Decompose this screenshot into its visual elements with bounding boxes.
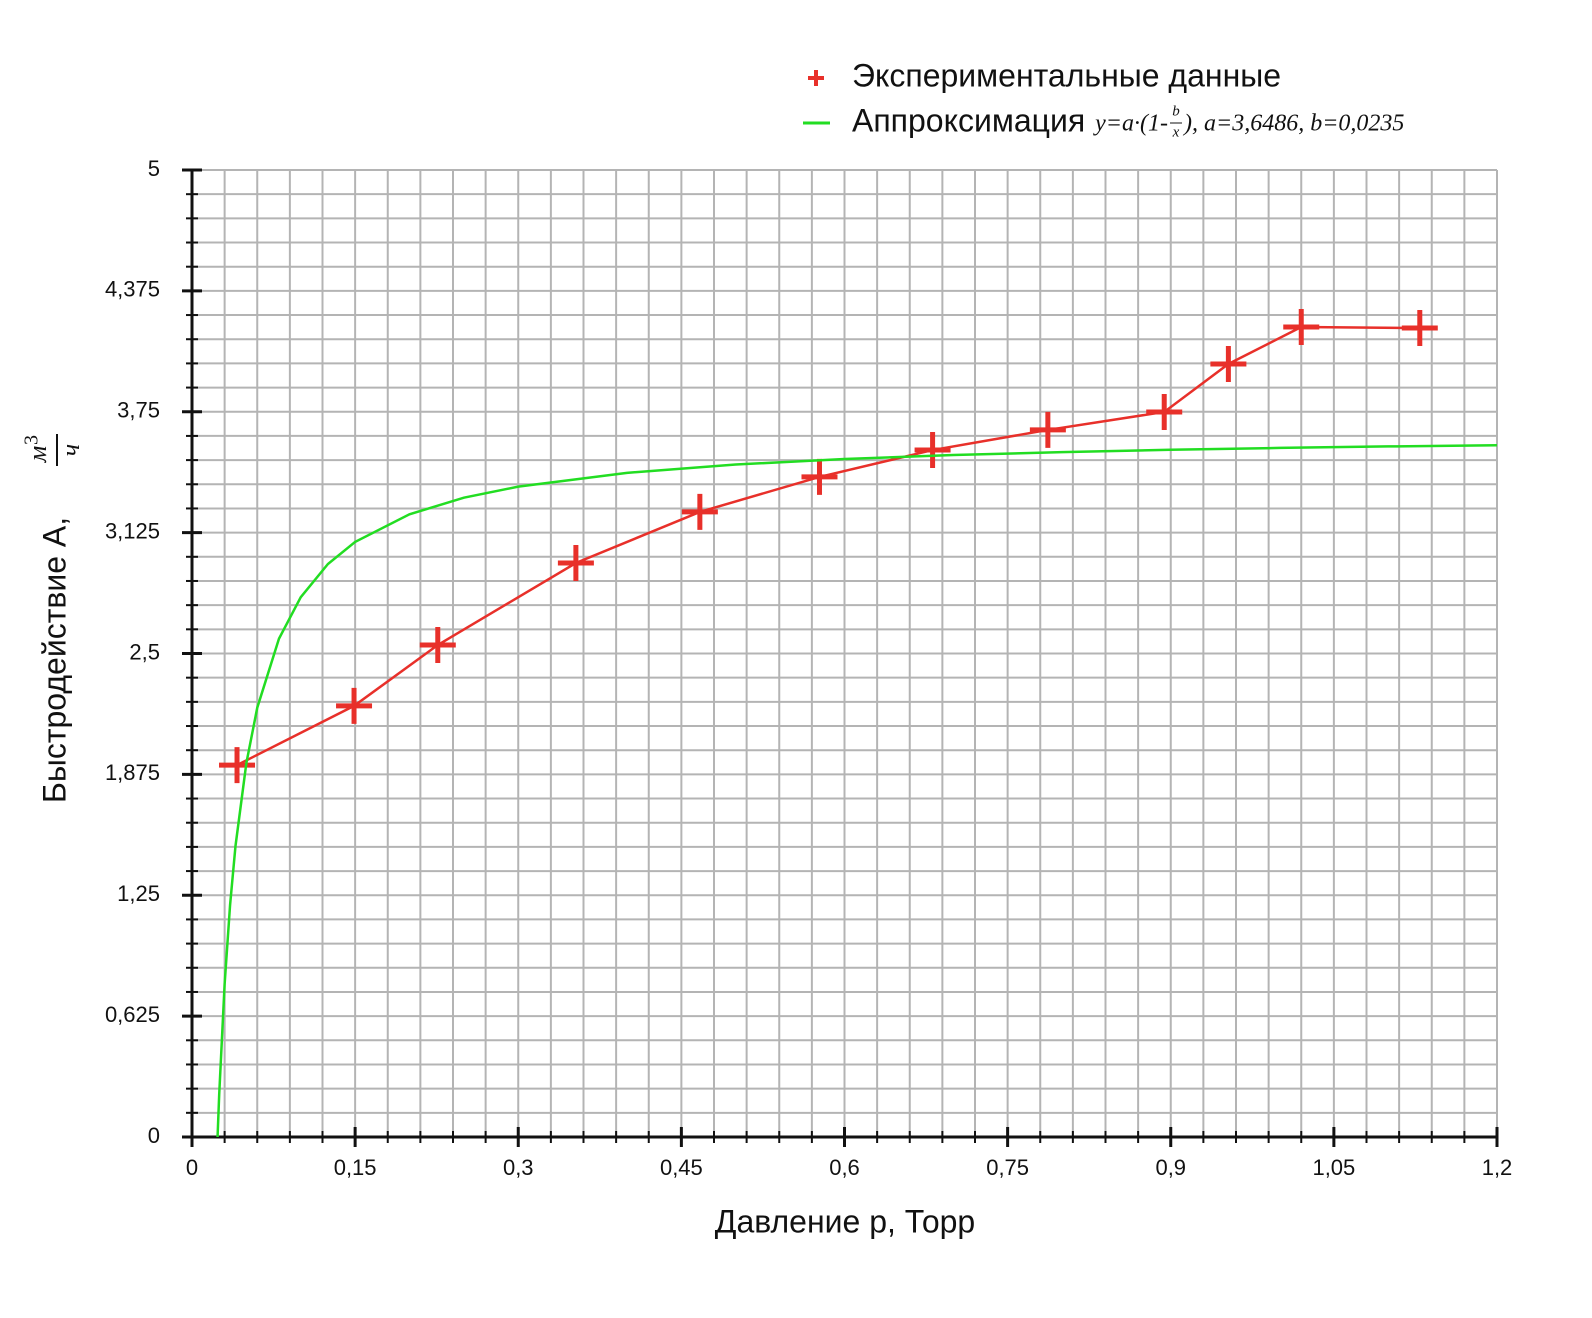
- x-tick-label: 0,45: [660, 1155, 703, 1180]
- y-tick-label: 2,5: [129, 639, 160, 664]
- y-tick-label: 3,125: [105, 518, 160, 543]
- data-point: [1146, 393, 1183, 430]
- y-unit-den: ч: [56, 444, 85, 456]
- data-point: [219, 747, 256, 784]
- y-tick-label: 0,625: [105, 1002, 160, 1027]
- x-tick-label: 0,6: [829, 1155, 860, 1180]
- data-point: [1210, 345, 1247, 382]
- x-tick-label: 0: [186, 1155, 198, 1180]
- data-point: [336, 687, 373, 724]
- y-axis-label-group: Быстродействие А, м 3 ч: [21, 434, 85, 803]
- y-tick-label: 1,25: [117, 881, 160, 906]
- data-point: [681, 493, 718, 530]
- legend-formula: ), a=3,6486, b=0,0235: [1182, 111, 1404, 137]
- legend-formula-den: x: [1172, 124, 1180, 140]
- x-tick-label: 1,05: [1312, 1155, 1355, 1180]
- x-tick-label: 1,2: [1482, 1155, 1513, 1180]
- x-tick-label: 0,3: [503, 1155, 534, 1180]
- legend-label: Аппроксимация: [852, 102, 1085, 138]
- x-tick-label: 0,75: [986, 1155, 1029, 1180]
- x-tick-label: 0,15: [334, 1155, 377, 1180]
- y-axis-label: Быстродействие А,: [36, 517, 72, 803]
- y-unit-sup: 3: [21, 435, 43, 445]
- y-unit-num: м: [23, 446, 52, 464]
- data-point: [914, 432, 951, 469]
- data-point: [419, 626, 456, 663]
- x-axis-label: Давление p, Торр: [715, 1203, 975, 1239]
- y-tick-label: 5: [148, 156, 160, 181]
- y-tick-label: 1,875: [105, 760, 160, 785]
- data-point: [1401, 310, 1438, 347]
- series-line: [216, 443, 1498, 1138]
- legend-marker: [808, 70, 824, 86]
- data-point: [557, 544, 594, 581]
- y-tick-label: 0: [148, 1123, 160, 1148]
- x-tick-label: 0,9: [1155, 1155, 1186, 1180]
- data-point: [1283, 309, 1320, 346]
- y-tick-label: 3,75: [117, 398, 160, 423]
- data-point: [801, 458, 838, 495]
- y-tick-label: 4,375: [105, 277, 160, 302]
- legend-label: Экспериментальные данные: [852, 57, 1281, 93]
- legend-formula-num: b: [1172, 103, 1180, 119]
- series-line: [236, 325, 1420, 767]
- data-point: [1029, 411, 1066, 448]
- legend-formula: y=a·(1-: [1093, 111, 1168, 137]
